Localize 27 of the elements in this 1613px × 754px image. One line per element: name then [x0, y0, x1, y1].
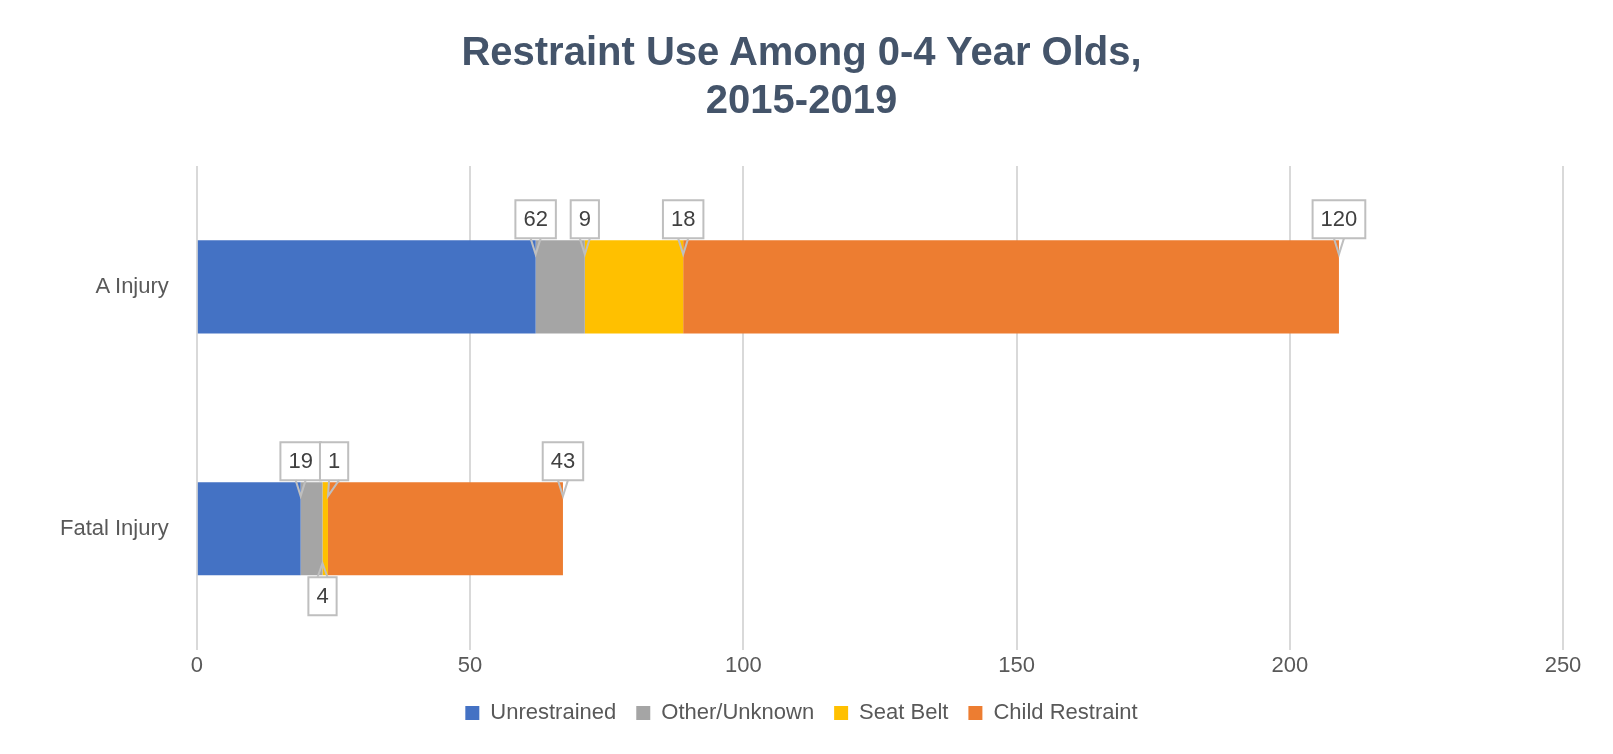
legend-label: Unrestrained	[490, 699, 617, 725]
data-label: 62	[523, 206, 548, 232]
x-tick-label: 200	[1271, 651, 1309, 677]
bar	[197, 240, 536, 334]
data-label: 1	[327, 448, 341, 474]
x-tick-label: 150	[998, 651, 1035, 677]
legend-label: Seat Belt	[859, 699, 949, 725]
x-tick-label: 50	[457, 651, 483, 677]
bar	[197, 482, 301, 576]
bar	[683, 240, 1339, 334]
data-label: 4	[316, 583, 329, 609]
y-tick-label: Fatal Injury	[59, 514, 169, 540]
legend-label: Other/Unknown	[661, 699, 815, 725]
chart-title: Restraint Use Among 0-4 Year Olds, 2015-2019	[461, 29, 1142, 122]
legend-label: Child Restraint	[993, 699, 1138, 725]
x-tick-label: 0	[190, 651, 203, 677]
x-tick-label: 100	[724, 651, 762, 677]
data-label: 43	[550, 448, 576, 474]
data-label: 18	[670, 206, 696, 232]
data-label: 19	[288, 448, 313, 474]
bar	[535, 240, 585, 334]
data-label: 120	[1320, 206, 1358, 232]
bar	[584, 240, 684, 334]
bar	[327, 482, 563, 576]
y-tick-label: A Injury	[95, 272, 169, 298]
x-tick-label: 250	[1544, 651, 1582, 677]
data-label: 9	[578, 206, 591, 232]
